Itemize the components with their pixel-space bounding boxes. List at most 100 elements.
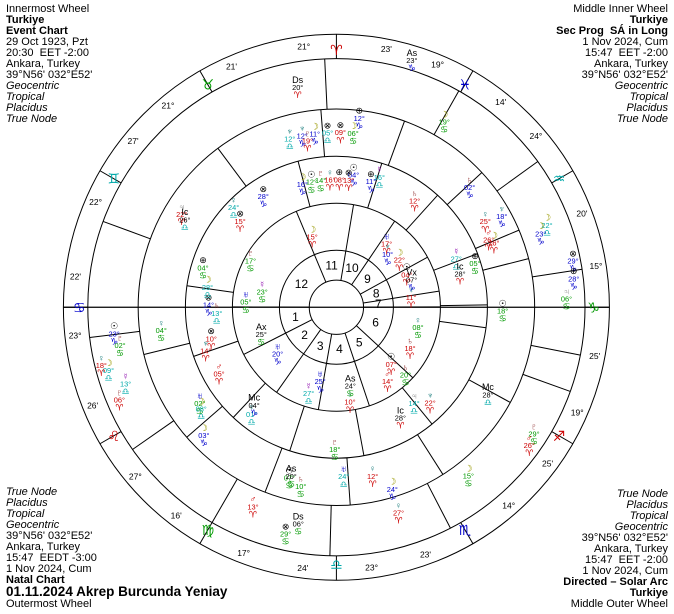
svg-text:♈︎: ♈︎ [490, 246, 498, 256]
svg-text:♋︎: ♋︎ [331, 452, 339, 462]
svg-text:♑︎: ♑︎ [408, 282, 416, 292]
svg-text:♑︎: ♑︎ [298, 139, 306, 149]
svg-text:♎︎: ♎︎ [324, 135, 332, 145]
svg-text:♈︎: ♈︎ [202, 354, 210, 364]
svg-text:♈︎: ♈︎ [115, 402, 123, 412]
svg-text:♋︎: ♋︎ [246, 263, 254, 273]
svg-text:♑︎: ♑︎ [259, 199, 267, 209]
svg-text:♋︎: ♋︎ [116, 348, 124, 358]
svg-text:♑︎: ♑︎ [384, 257, 392, 267]
svg-text:27°: 27° [129, 471, 142, 481]
svg-text:23': 23' [381, 44, 392, 54]
svg-text:♑︎: ♑︎ [311, 137, 319, 147]
svg-text:2: 2 [301, 328, 308, 342]
svg-text:27': 27' [128, 136, 139, 146]
svg-text:♎︎: ♎︎ [410, 406, 418, 416]
svg-text:♑︎: ♑︎ [408, 63, 416, 73]
svg-text:1: 1 [292, 310, 299, 324]
svg-text:♈︎: ♈︎ [330, 42, 343, 58]
svg-text:♎︎: ♎︎ [248, 417, 256, 427]
svg-text:♊︎: ♊︎ [107, 171, 120, 187]
svg-text:♋︎: ♋︎ [199, 270, 207, 280]
svg-text:♈︎: ♈︎ [395, 516, 403, 526]
svg-text:♌︎: ♌︎ [107, 428, 120, 444]
svg-text:♑︎: ♑︎ [274, 357, 282, 367]
svg-text:♈︎: ♈︎ [215, 377, 223, 387]
svg-text:10: 10 [345, 261, 359, 275]
svg-text:♑︎: ♑︎ [200, 438, 208, 448]
svg-text:♋︎: ♋︎ [499, 314, 507, 324]
svg-text:25': 25' [542, 459, 553, 469]
svg-text:♎︎: ♎︎ [203, 290, 211, 300]
svg-text:♈︎: ♈︎ [335, 182, 343, 192]
svg-text:23°: 23° [69, 331, 82, 341]
svg-text:3: 3 [317, 339, 324, 353]
svg-text:♑︎: ♑︎ [466, 190, 474, 200]
svg-text:♎︎: ♎︎ [104, 373, 112, 383]
svg-text:♈︎: ♈︎ [481, 224, 489, 234]
svg-text:♈︎: ♈︎ [426, 406, 434, 416]
svg-text:26': 26' [87, 400, 98, 410]
svg-text:♈︎: ♈︎ [236, 224, 244, 234]
svg-text:♎︎: ♎︎ [484, 397, 492, 407]
svg-text:9: 9 [364, 272, 371, 286]
svg-text:12: 12 [295, 277, 309, 291]
svg-text:♐︎: ♐︎ [553, 428, 566, 444]
svg-text:22°: 22° [89, 197, 102, 207]
svg-text:♑︎: ♑︎ [587, 299, 600, 315]
svg-text:♈︎: ♈︎ [407, 300, 415, 310]
svg-text:♈︎: ♈︎ [411, 204, 419, 214]
svg-text:4: 4 [336, 342, 343, 356]
svg-text:♋︎: ♋︎ [297, 489, 305, 499]
svg-text:♑︎: ♑︎ [298, 187, 306, 197]
svg-text:♈︎: ♈︎ [456, 277, 464, 287]
svg-text:24°: 24° [529, 131, 542, 141]
svg-text:♈︎: ♈︎ [308, 240, 316, 250]
svg-text:23°: 23° [365, 563, 378, 573]
svg-text:5: 5 [356, 336, 363, 350]
svg-text:♈︎: ♈︎ [525, 448, 533, 458]
svg-text:♑︎: ♑︎ [570, 281, 578, 291]
svg-text:♈︎: ♈︎ [336, 135, 344, 145]
svg-text:♎︎: ♎︎ [213, 316, 221, 326]
svg-text:♋︎: ♋︎ [471, 266, 479, 276]
svg-text:♋︎: ♋︎ [464, 479, 472, 489]
svg-text:♈︎: ♈︎ [345, 183, 353, 193]
svg-text:24': 24' [297, 563, 308, 573]
svg-text:♑︎: ♑︎ [250, 408, 258, 418]
svg-text:11: 11 [325, 258, 338, 272]
svg-text:♋︎: ♋︎ [257, 337, 265, 347]
svg-text:♈︎: ♈︎ [384, 384, 392, 394]
svg-text:20': 20' [576, 209, 587, 219]
svg-text:♋︎: ♋︎ [294, 527, 302, 537]
svg-text:♋︎: ♋︎ [242, 305, 250, 315]
svg-text:♋︎: ♋︎ [349, 136, 357, 146]
svg-text:♎︎: ♎︎ [197, 412, 205, 422]
svg-text:♈︎: ♈︎ [383, 246, 391, 256]
svg-text:♎︎: ♎︎ [286, 142, 294, 152]
svg-text:♈︎: ♈︎ [369, 479, 377, 489]
svg-text:♎︎: ♎︎ [340, 479, 348, 489]
svg-text:♑︎: ♑︎ [110, 336, 118, 346]
svg-text:15°: 15° [590, 261, 603, 271]
svg-text:♈︎: ♈︎ [406, 351, 414, 361]
svg-text:♑︎: ♑︎ [498, 219, 506, 229]
svg-text:♋︎: ♋︎ [282, 537, 290, 547]
svg-text:♈︎: ♈︎ [326, 183, 334, 193]
svg-text:♈︎: ♈︎ [396, 421, 404, 431]
svg-text:♎︎: ♎︎ [375, 180, 383, 190]
svg-text:♋︎: ♋︎ [287, 479, 295, 489]
svg-text:8: 8 [373, 287, 380, 301]
svg-text:♑︎: ♑︎ [316, 384, 324, 394]
svg-text:♈︎: ♈︎ [346, 405, 354, 415]
svg-text:♋︎: ♋︎ [317, 183, 325, 193]
svg-text:♋︎: ♋︎ [346, 389, 354, 399]
svg-text:♈︎: ♈︎ [294, 90, 302, 100]
svg-text:♋︎: ♋︎ [562, 302, 570, 312]
svg-text:25': 25' [589, 351, 600, 361]
svg-text:♎︎: ♎︎ [330, 556, 343, 572]
svg-text:6: 6 [372, 316, 379, 330]
svg-text:♈︎: ♈︎ [395, 263, 403, 273]
svg-text:♋︎: ♋︎ [258, 295, 266, 305]
svg-text:19°: 19° [571, 408, 584, 418]
